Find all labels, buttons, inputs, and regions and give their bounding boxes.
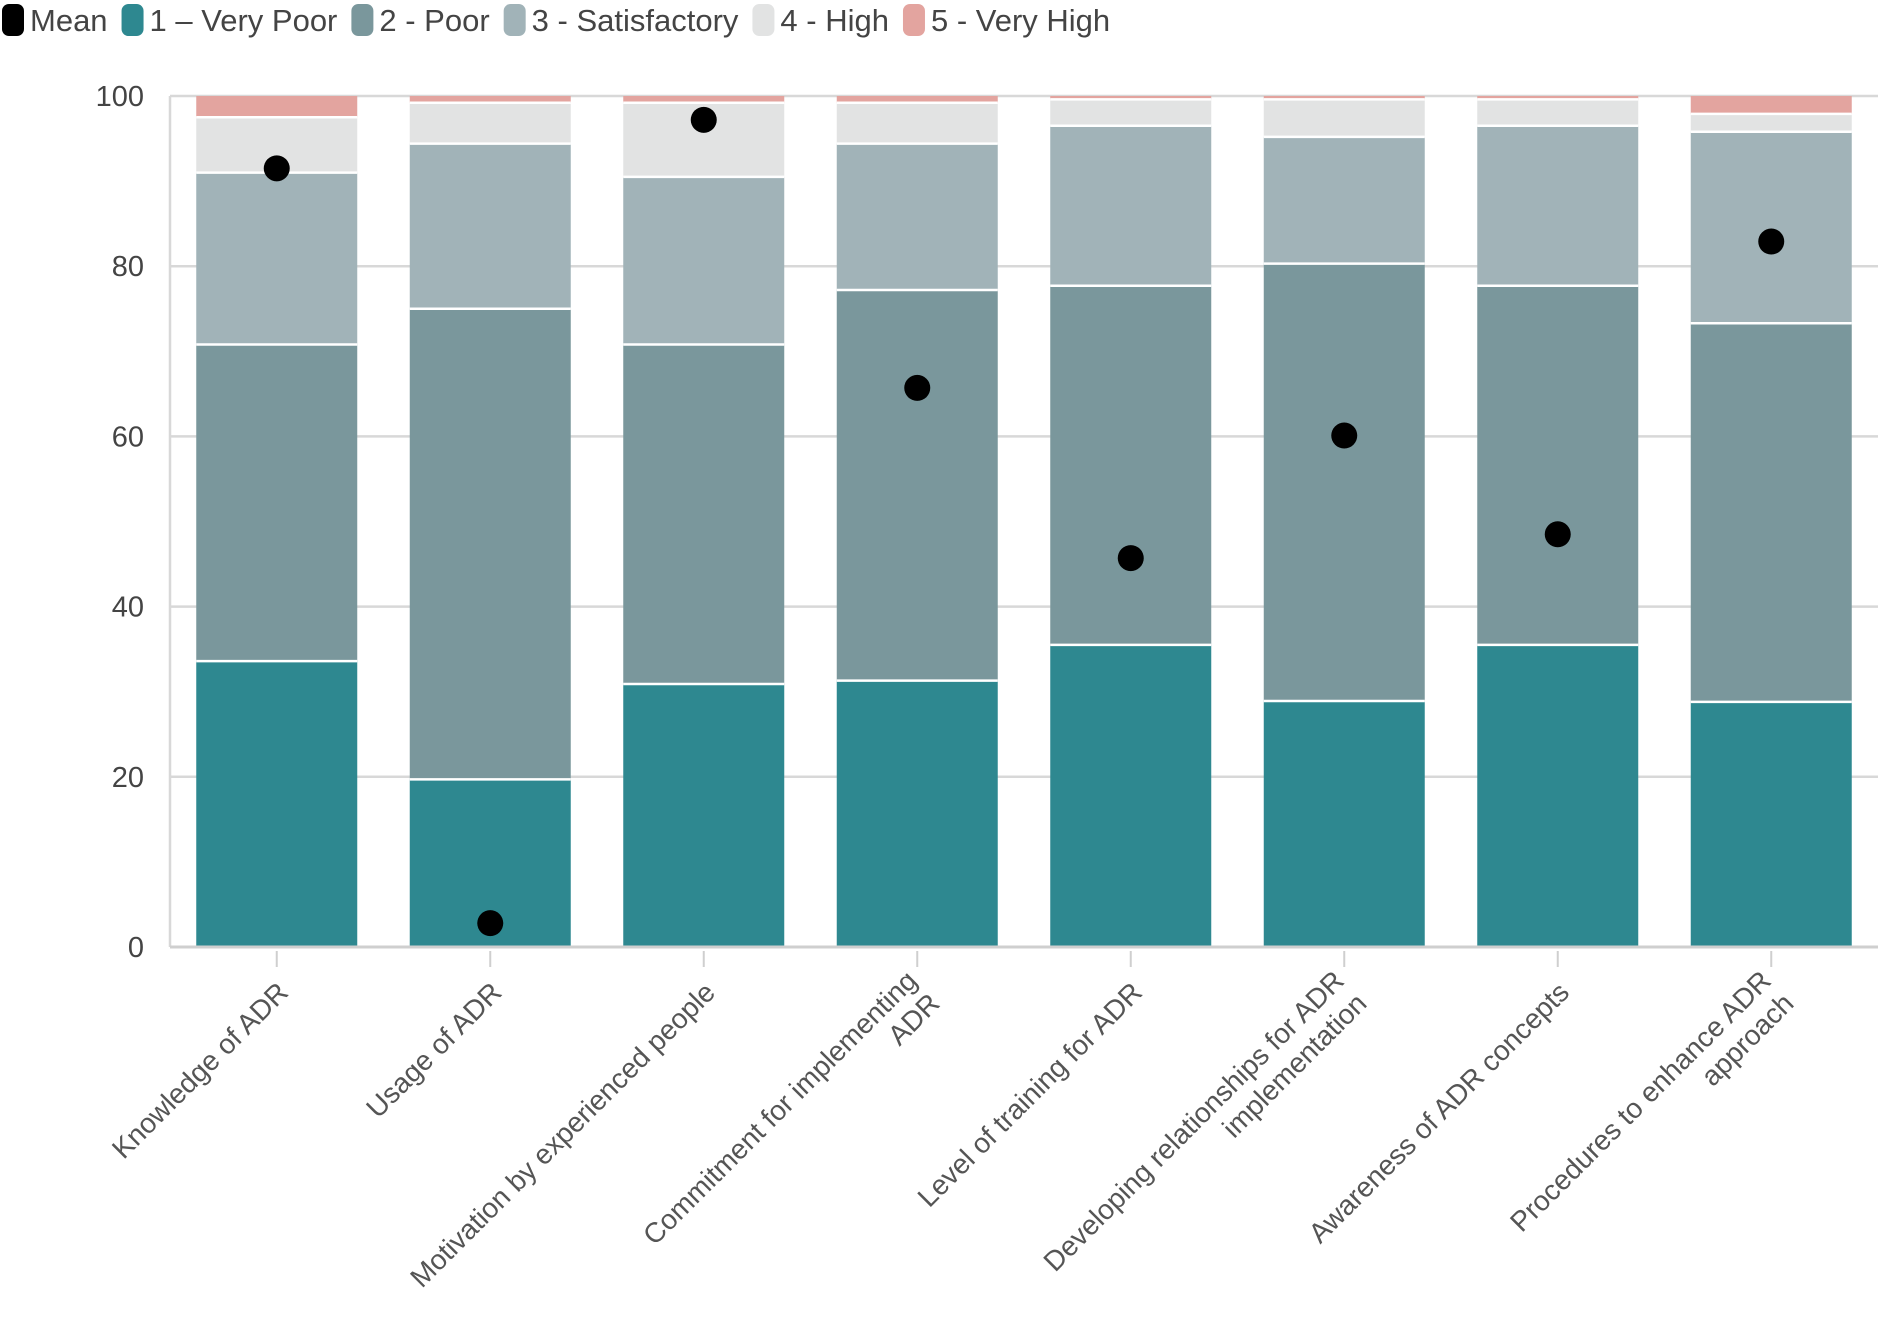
bar-segment bbox=[1050, 96, 1212, 100]
bar-segment bbox=[1263, 99, 1425, 137]
bar-segment bbox=[836, 290, 998, 681]
bar-segment bbox=[409, 96, 571, 103]
bar-segment bbox=[1690, 131, 1852, 324]
mean-marker bbox=[1117, 545, 1144, 572]
x-tick-label-line: Level of training for ADR bbox=[912, 976, 1149, 1213]
mean-marker bbox=[477, 910, 504, 937]
bar-segment bbox=[196, 661, 358, 947]
bar-segment bbox=[409, 308, 571, 780]
mean-marker bbox=[904, 374, 931, 401]
bar-segment bbox=[196, 96, 358, 118]
legend-swatch bbox=[902, 4, 925, 36]
y-tick-label: 20 bbox=[112, 762, 144, 794]
bar-segment bbox=[1263, 136, 1425, 264]
y-tick-label: 40 bbox=[112, 592, 144, 624]
bar-segment bbox=[196, 172, 358, 345]
x-tick-label: Usage of ADR bbox=[360, 976, 507, 1123]
legend-swatch bbox=[121, 4, 144, 36]
bar-segment bbox=[1690, 113, 1852, 132]
bar-segment bbox=[409, 102, 571, 144]
bar-segment bbox=[623, 344, 785, 685]
legend-label: 2 - Poor bbox=[379, 3, 489, 38]
legend-swatch bbox=[503, 4, 526, 36]
bar-segment bbox=[1477, 99, 1639, 126]
x-tick-label: Level of training for ADR bbox=[912, 976, 1149, 1213]
bar-segment bbox=[1690, 96, 1852, 114]
bar-segment bbox=[1050, 125, 1212, 286]
bar-segment bbox=[1477, 644, 1639, 947]
bar-segment bbox=[1050, 644, 1212, 947]
bar-segment bbox=[1477, 285, 1639, 645]
bar-segment bbox=[836, 102, 998, 144]
x-tick-label-line: Usage of ADR bbox=[360, 976, 507, 1123]
legend-label: 5 - Very High bbox=[931, 3, 1110, 38]
legend-swatch bbox=[752, 4, 775, 36]
y-tick-label: 0 bbox=[128, 932, 144, 964]
legend-swatch bbox=[2, 4, 24, 36]
legend: Mean 1 – Very Poor 2 - Poor 3 - Satisfactor… bbox=[2, 3, 1110, 38]
y-tick-label: 80 bbox=[112, 251, 144, 283]
bar-segment bbox=[1690, 323, 1852, 702]
y-tick-label: 60 bbox=[112, 421, 144, 453]
bar-segment bbox=[836, 143, 998, 291]
x-tick-label-line: Developing relationships for ADR bbox=[1037, 965, 1349, 1277]
legend-label: 4 - High bbox=[780, 3, 889, 38]
bar-segment bbox=[1477, 96, 1639, 100]
bar-segment bbox=[623, 684, 785, 947]
bar-segment bbox=[1263, 701, 1425, 947]
bar-segment bbox=[1050, 99, 1212, 126]
mean-markers bbox=[263, 106, 1785, 937]
mean-marker bbox=[263, 155, 290, 182]
bar-segment bbox=[1050, 285, 1212, 645]
bar-segment bbox=[1690, 701, 1852, 947]
x-tick-label-line: Knowledge of ADR bbox=[106, 976, 294, 1164]
bar-segment bbox=[196, 344, 358, 662]
bar-segment bbox=[623, 176, 785, 345]
mean-marker bbox=[1544, 521, 1571, 548]
bar-segment bbox=[623, 96, 785, 103]
mean-marker bbox=[690, 106, 717, 133]
y-tick-label: 100 bbox=[96, 81, 144, 113]
legend-label: Mean bbox=[30, 3, 108, 38]
bar-segment bbox=[836, 96, 998, 103]
bars bbox=[170, 96, 1878, 949]
bar-segment bbox=[836, 680, 998, 947]
bar-segment bbox=[409, 143, 571, 309]
legend-label: 1 – Very Poor bbox=[150, 3, 338, 38]
bar-segment bbox=[1263, 263, 1425, 702]
bar-segment bbox=[1263, 96, 1425, 100]
mean-marker bbox=[1331, 422, 1358, 449]
legend-label: 3 - Satisfactory bbox=[532, 3, 739, 38]
x-tick-label: Knowledge of ADR bbox=[106, 976, 294, 1164]
mean-marker bbox=[1758, 228, 1785, 255]
bar-segment bbox=[1477, 125, 1639, 286]
legend-swatch bbox=[351, 4, 374, 36]
